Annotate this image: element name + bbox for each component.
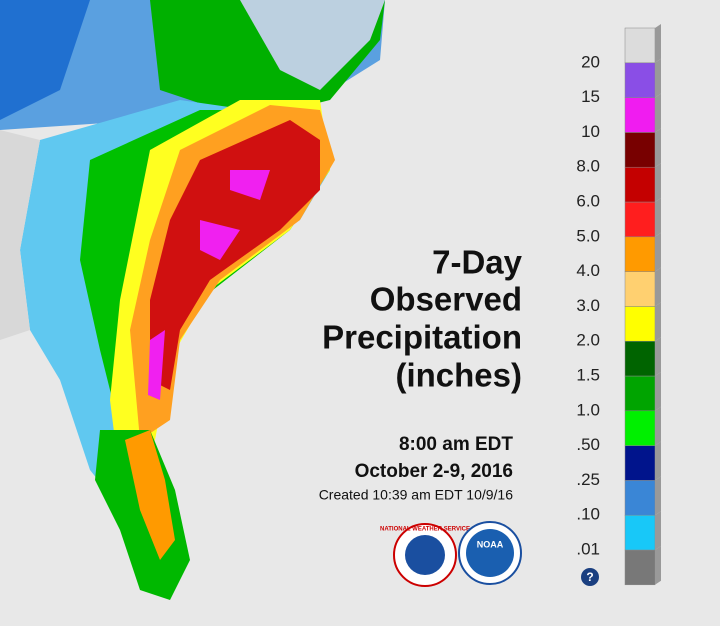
legend-swatch xyxy=(624,132,656,168)
legend-swatch-side xyxy=(655,128,661,168)
legend-swatch-side xyxy=(655,441,661,481)
logo-text: NATIONAL WEATHER SERVICE xyxy=(380,527,470,533)
title-line: Precipitation xyxy=(322,319,522,356)
legend-swatch xyxy=(624,549,656,586)
map-area xyxy=(148,170,270,400)
legend-swatch-side xyxy=(655,511,661,550)
legend-swatch xyxy=(624,27,656,64)
legend-label: .01 xyxy=(576,539,600,558)
legend-swatch-side xyxy=(655,93,661,133)
legend-swatch xyxy=(624,236,656,272)
legend-label: 8.0 xyxy=(576,157,600,176)
legend-swatch xyxy=(624,306,656,342)
logo-text: NOAA xyxy=(477,539,504,549)
title-line: (inches) xyxy=(395,357,522,394)
map-area xyxy=(0,0,90,120)
map-area xyxy=(240,0,385,90)
map-area xyxy=(150,120,320,390)
legend-swatch-side xyxy=(655,476,661,516)
legend-label: 5.0 xyxy=(576,226,600,245)
logo-center xyxy=(466,529,514,577)
legend-swatch xyxy=(624,445,656,481)
date-range: October 2-9, 2016 xyxy=(355,461,513,482)
legend-label: .25 xyxy=(576,470,600,489)
legend-swatch-side xyxy=(655,163,661,202)
legend-swatch-side xyxy=(655,232,661,272)
legend-label: 20 xyxy=(581,52,600,71)
legend-swatch xyxy=(624,271,656,307)
legend: .01 .10 .25 .50 1.0 1.5 2.0 3.0 4.0 5.0 6.0 8.0 10 15… xyxy=(576,24,661,586)
legend-label: .10 xyxy=(576,505,600,524)
legend-swatch-side xyxy=(655,198,661,237)
legend-label: 1.0 xyxy=(576,400,600,419)
legend-swatch xyxy=(624,201,656,238)
nws-logo: NATIONAL WEATHER SERVICE xyxy=(380,523,470,587)
legend-label: 2.0 xyxy=(576,331,600,350)
legend-label: .50 xyxy=(576,435,600,454)
logo-center xyxy=(405,535,445,575)
created-note: Created 10:39 am EDT 10/9/16 xyxy=(319,487,514,503)
noaa-logo: NOAA xyxy=(458,521,522,585)
title-line: 7-Day xyxy=(432,244,523,281)
legend-swatch xyxy=(624,97,656,133)
map-area xyxy=(0,130,40,340)
title-block: 7-Day Observed Precipitation (inches) 8:… xyxy=(319,244,523,503)
legend-swatch xyxy=(624,340,656,377)
map-area xyxy=(125,430,175,560)
precipitation-map xyxy=(0,0,385,600)
legend-label: 1.5 xyxy=(576,365,600,384)
legend-swatch xyxy=(624,410,656,446)
legend-swatch-side xyxy=(655,267,661,307)
help-icon[interactable] xyxy=(581,568,599,586)
legend-label: 15 xyxy=(581,87,600,106)
legend-swatch xyxy=(624,480,656,516)
legend-swatch-side xyxy=(655,546,661,585)
title-line: Observed xyxy=(370,281,522,318)
legend-swatch xyxy=(624,62,656,98)
legend-label: 4.0 xyxy=(576,261,600,280)
legend-label: 6.0 xyxy=(576,191,600,210)
legend-swatch xyxy=(624,514,656,551)
legend-swatch-side xyxy=(655,24,661,63)
legend-swatch-side xyxy=(655,406,661,446)
legend-swatch-side xyxy=(655,337,661,376)
legend-swatch xyxy=(624,166,656,203)
legend-swatch-side xyxy=(655,58,661,98)
valid-time: 8:00 am EDT xyxy=(399,434,513,455)
legend-swatch-side xyxy=(655,302,661,342)
help-icon-label[interactable]: ? xyxy=(586,570,593,584)
legend-swatch-side xyxy=(655,372,661,411)
legend-swatch xyxy=(624,375,656,412)
legend-label: 10 xyxy=(581,122,600,141)
legend-label: 3.0 xyxy=(576,296,600,315)
